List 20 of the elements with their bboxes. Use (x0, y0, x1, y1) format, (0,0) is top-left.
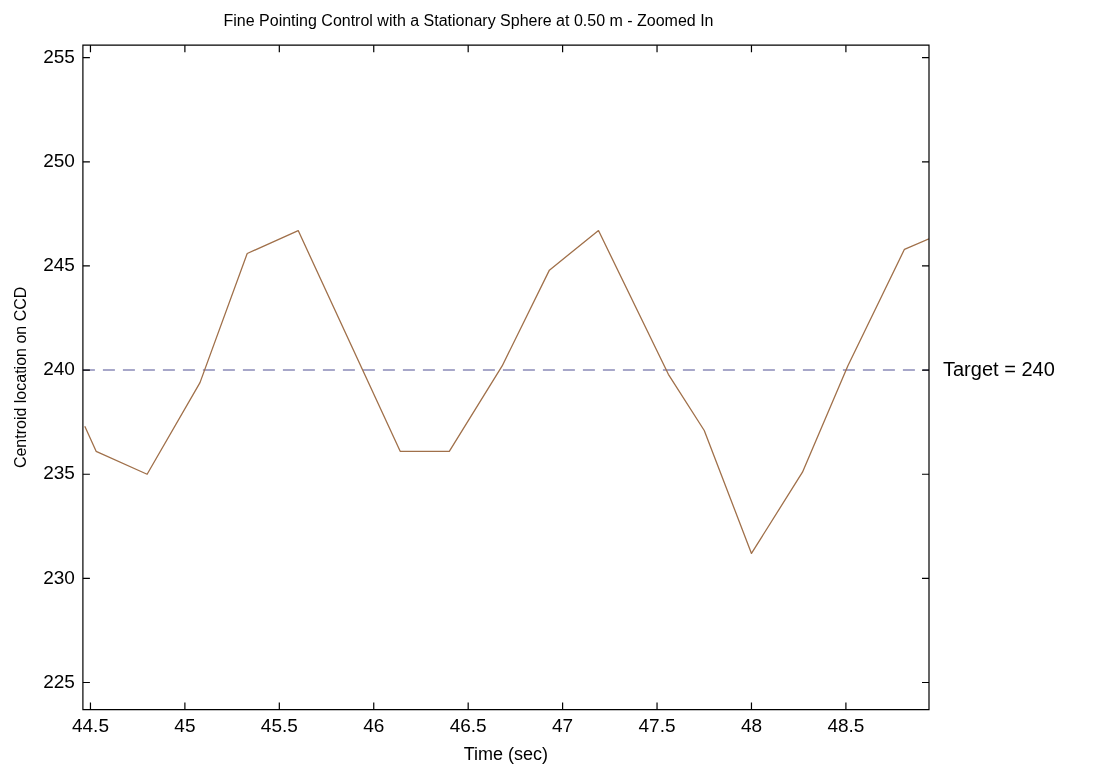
x-axis-title: Time (sec) (463, 744, 549, 765)
x-tick-label: 47.5 (638, 715, 676, 737)
y-tick-label: 245 (43, 254, 75, 276)
y-tick-label: 240 (43, 358, 75, 380)
y-tick-label: 235 (43, 462, 75, 484)
y-tick-label: 255 (43, 45, 75, 67)
x-tick-label: 46.5 (449, 715, 487, 737)
x-tick-label: 48.5 (827, 715, 865, 737)
y-tick-label: 230 (43, 566, 75, 588)
ref-line-label: Target = 240 (943, 357, 1055, 380)
x-tick-label: 48 (740, 715, 763, 737)
x-tick-label: 44.5 (71, 715, 109, 737)
y-tick-label: 250 (43, 150, 75, 172)
x-tick-label: 45 (174, 715, 196, 737)
y-axis-title: Centroid location on CCD (12, 286, 30, 469)
x-tick-label: 46 (363, 715, 385, 737)
x-tick-label: 47 (552, 715, 574, 737)
x-tick-label: 45.5 (260, 715, 298, 737)
chart-title: Fine Pointing Control with a Stationary Sphere at 0.50 m - Zoomed In (223, 12, 714, 30)
y-tick-label: 225 (43, 670, 75, 692)
